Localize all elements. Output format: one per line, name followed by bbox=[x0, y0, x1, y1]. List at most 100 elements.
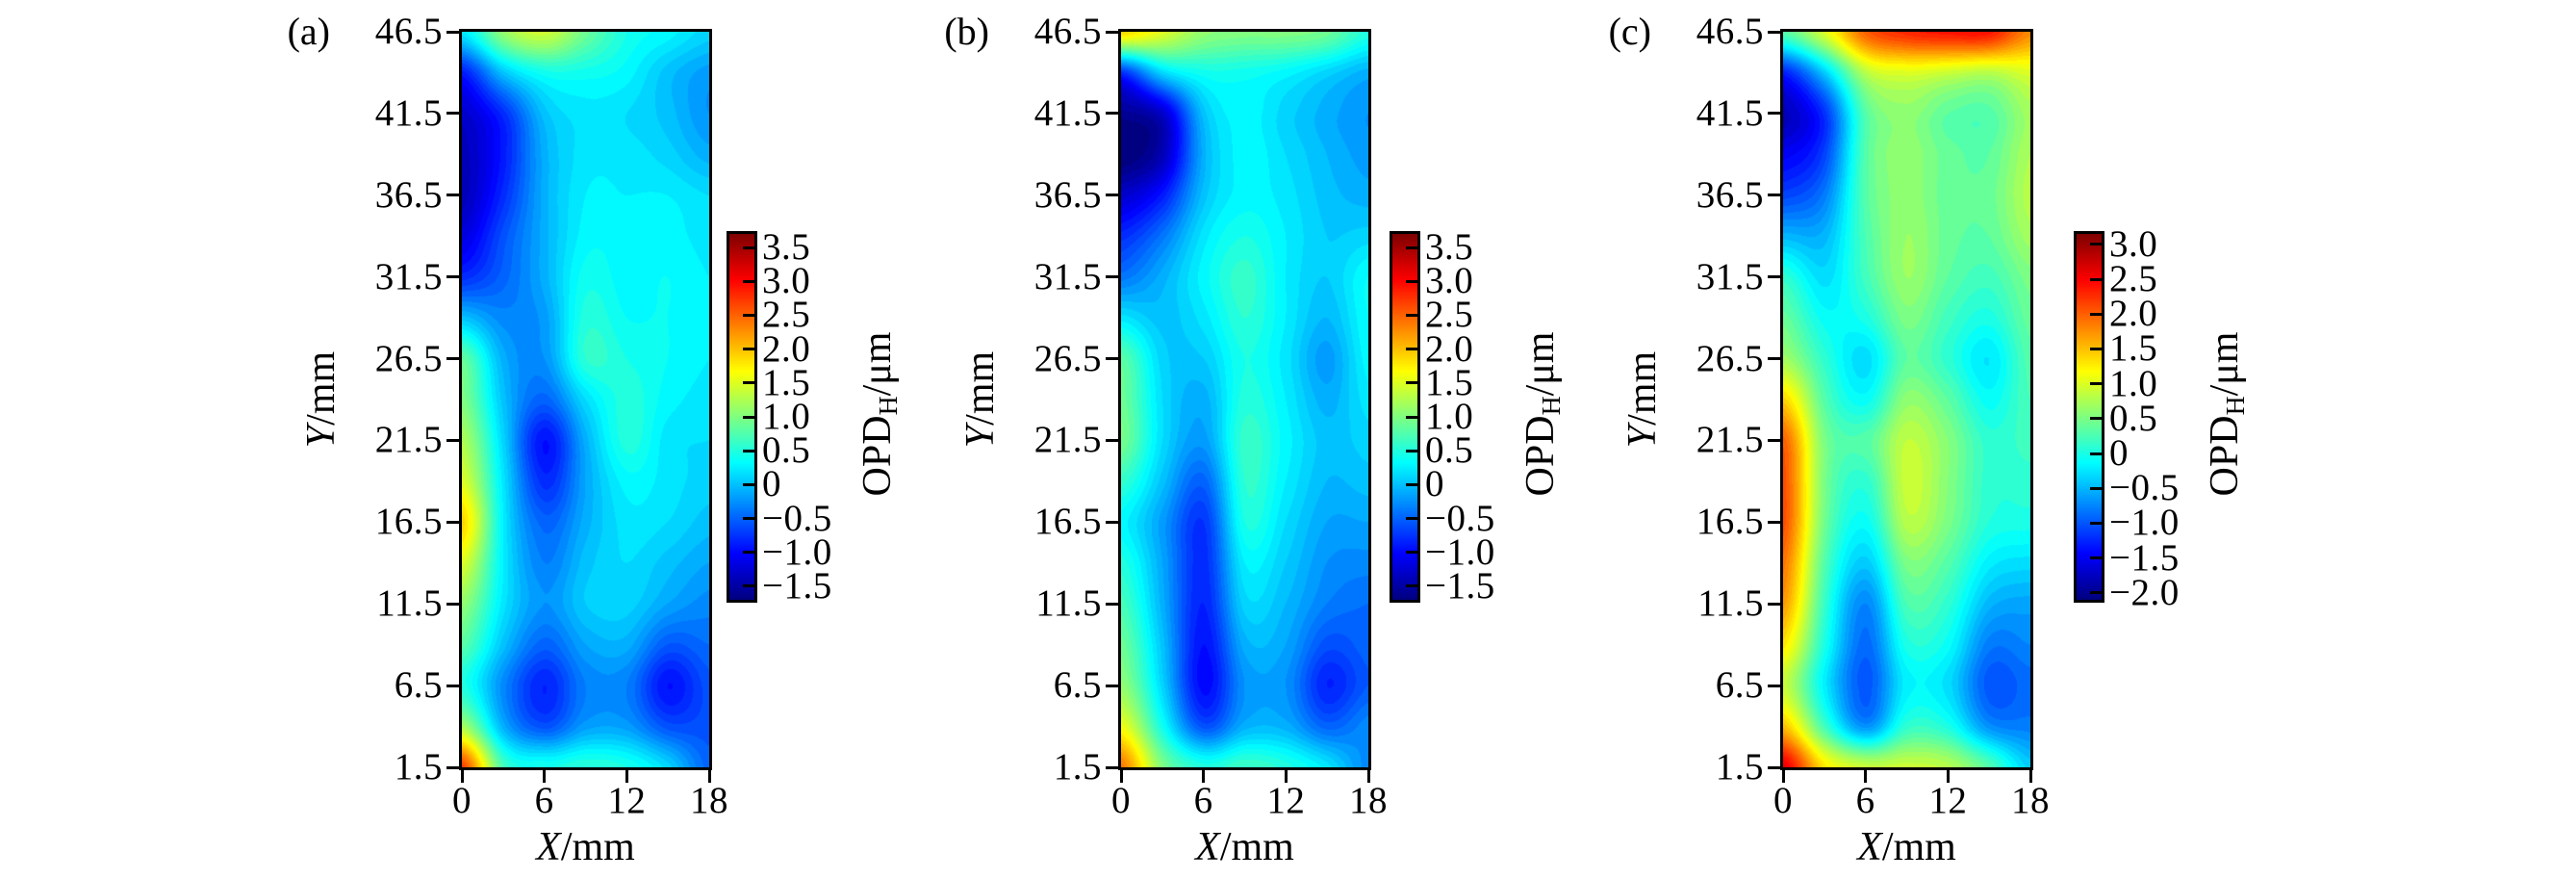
opd-label-subscript: H bbox=[2219, 396, 2250, 416]
colorbar-tick-label: −0.5 bbox=[762, 497, 832, 539]
colorbar-tick-label: 2.0 bbox=[1425, 327, 1474, 370]
colorbar-tick-label: −1.0 bbox=[1425, 530, 1495, 573]
x-tick-label: 18 bbox=[1349, 780, 1388, 821]
y-tick-label: 21.5 bbox=[1696, 419, 1764, 461]
y-axis-tick bbox=[1768, 30, 1780, 34]
y-tick-label: 1.5 bbox=[1053, 746, 1102, 788]
colorbar-tick-label: −0.5 bbox=[2109, 467, 2180, 509]
y-tick-label: 16.5 bbox=[1033, 501, 1102, 543]
colorbar-c bbox=[2074, 231, 2104, 603]
opd-label-main: OPD bbox=[2203, 415, 2247, 497]
colorbar-tick-label: −1.0 bbox=[2109, 502, 2180, 544]
colorbar-tick bbox=[743, 482, 754, 486]
x-axis-label-a: X/mm bbox=[442, 824, 730, 870]
x-axis-tick bbox=[543, 770, 547, 783]
colorbar-tick bbox=[1406, 279, 1417, 283]
colorbar-tick bbox=[2090, 452, 2102, 455]
x-axis-unit: /mm bbox=[1219, 825, 1294, 869]
y-axis-tick bbox=[1106, 30, 1118, 34]
y-axis-tick bbox=[1106, 194, 1118, 197]
y-axis-tick bbox=[1106, 112, 1118, 116]
x-axis-label-b: X/mm bbox=[1101, 824, 1390, 870]
y-axis-tick bbox=[1106, 602, 1118, 606]
colorbar-tick-label: 1.5 bbox=[2109, 327, 2158, 370]
x-axis-tick bbox=[460, 770, 464, 783]
colorbar-tick bbox=[1406, 313, 1417, 317]
y-axis-tick bbox=[1768, 684, 1780, 687]
opd-label-subscript: H bbox=[872, 396, 903, 416]
y-tick-label: 41.5 bbox=[374, 91, 443, 134]
colorbar-tick bbox=[1406, 415, 1417, 419]
x-axis-tick bbox=[1366, 770, 1370, 783]
colorbar-tick bbox=[2090, 382, 2102, 386]
x-axis-tick bbox=[1864, 770, 1868, 783]
x-tick-label: 18 bbox=[690, 780, 728, 821]
panel-label-c: (c) bbox=[1608, 10, 1651, 53]
y-axis-tick bbox=[1768, 765, 1780, 769]
y-axis-tick bbox=[446, 112, 459, 116]
y-tick-label: 11.5 bbox=[1697, 582, 1764, 625]
plot-area-b bbox=[1118, 29, 1371, 770]
plot-area-a bbox=[459, 29, 712, 770]
y-tick-label: 16.5 bbox=[1696, 501, 1764, 543]
colorbar-tick bbox=[743, 313, 754, 317]
colorbar-tick-label: 3.0 bbox=[1425, 260, 1474, 302]
y-axis-tick bbox=[1768, 275, 1780, 279]
opd-label-subscript: H bbox=[1535, 396, 1566, 416]
colorbar-tick-label: 3.5 bbox=[762, 226, 811, 269]
colorbar-tick-label: 0 bbox=[1425, 463, 1444, 505]
y-tick-label: 41.5 bbox=[1033, 91, 1102, 134]
colorbar-tick-label: 2.5 bbox=[1425, 294, 1474, 336]
y-tick-label: 46.5 bbox=[1696, 11, 1764, 52]
heatmap-canvas-c bbox=[1783, 32, 2030, 767]
colorbar-tick bbox=[1406, 381, 1417, 385]
y-axis-tick bbox=[1768, 357, 1780, 361]
colorbar-tick-label: −1.5 bbox=[762, 564, 832, 607]
y-tick-label: 1.5 bbox=[1715, 746, 1764, 788]
y-tick-label: 21.5 bbox=[374, 419, 443, 461]
colorbar-tick bbox=[2090, 556, 2102, 560]
opd-label-main: OPD bbox=[1518, 415, 1563, 497]
colorbar-tick bbox=[2090, 486, 2102, 490]
y-tick-label: 26.5 bbox=[1033, 337, 1102, 379]
colorbar-gradient-c bbox=[2077, 234, 2102, 600]
colorbar-tick bbox=[2090, 417, 2102, 421]
y-tick-label: 16.5 bbox=[374, 501, 443, 543]
x-tick-label: 0 bbox=[452, 780, 472, 821]
x-axis-variable: X bbox=[536, 825, 561, 869]
colorbar-tick bbox=[2090, 312, 2102, 316]
colorbar-tick bbox=[1406, 517, 1417, 521]
opd-label-unit: /μm bbox=[2203, 331, 2247, 397]
colorbar-tick-label: 0 bbox=[762, 463, 781, 505]
y-axis-tick bbox=[1768, 112, 1780, 116]
colorbar-tick bbox=[743, 381, 754, 385]
opd-label-unit: /μm bbox=[855, 331, 900, 397]
colorbar-tick-label: 2.0 bbox=[2109, 293, 2158, 335]
y-tick-label: 36.5 bbox=[1033, 173, 1102, 216]
plot-area-c bbox=[1780, 29, 2033, 770]
y-axis-tick bbox=[1768, 194, 1780, 197]
y-axis-tick bbox=[446, 194, 459, 197]
colorbar-tick bbox=[743, 584, 754, 588]
colorbar-tick bbox=[743, 415, 754, 419]
colorbar-tick bbox=[2090, 243, 2102, 246]
colorbar-tick bbox=[1406, 348, 1417, 351]
colorbar-tick bbox=[743, 449, 754, 452]
colorbar-tick-label: 3.5 bbox=[1425, 226, 1474, 269]
x-tick-label: 6 bbox=[534, 780, 554, 821]
y-tick-label: 26.5 bbox=[1696, 337, 1764, 379]
colorbar-label-c: OPDH/μm bbox=[2203, 331, 2250, 497]
colorbar-tick bbox=[1406, 551, 1417, 555]
colorbar-tick-label: 1.0 bbox=[2109, 362, 2158, 404]
y-tick-label: 36.5 bbox=[1696, 173, 1764, 216]
y-axis-tick bbox=[446, 765, 459, 769]
colorbar-tick-label: 1.0 bbox=[762, 396, 811, 437]
opd-label-unit: /μm bbox=[1518, 331, 1563, 397]
y-tick-label: 11.5 bbox=[1035, 582, 1102, 625]
x-axis-variable: X bbox=[1195, 825, 1220, 869]
y-axis-tick bbox=[1106, 275, 1118, 279]
colorbar-tick-label: −1.0 bbox=[762, 530, 832, 573]
y-axis-tick bbox=[446, 30, 459, 34]
panel-label-a: (a) bbox=[287, 10, 330, 53]
